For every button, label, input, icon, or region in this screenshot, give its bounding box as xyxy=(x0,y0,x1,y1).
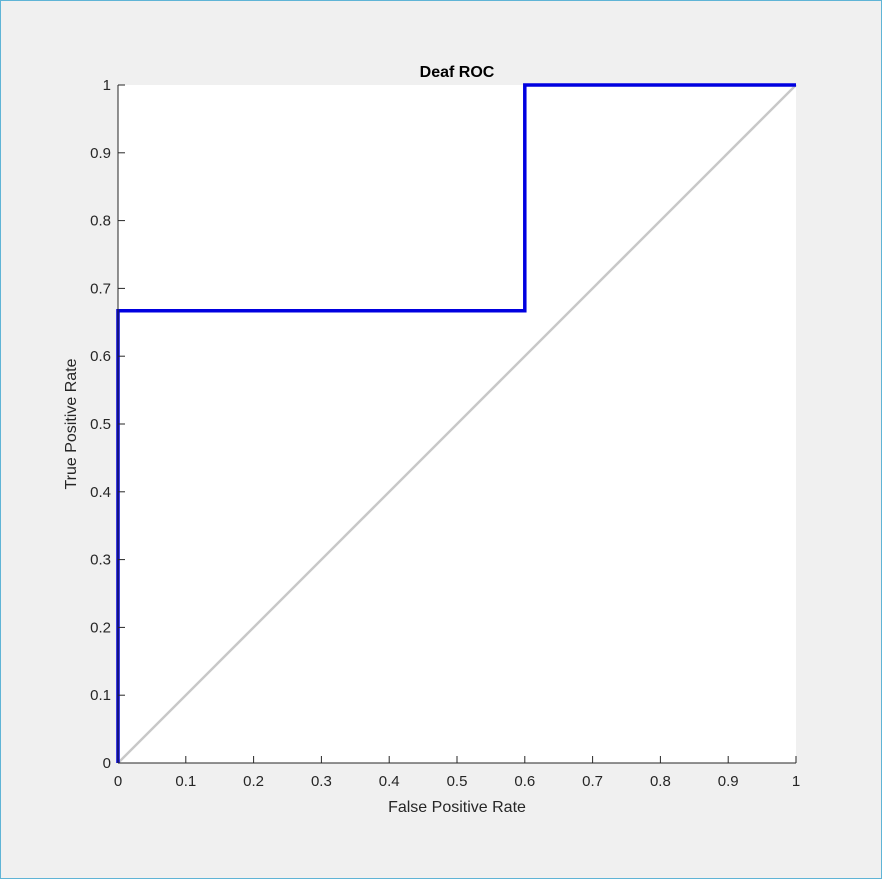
y-tick-label: 0.5 xyxy=(90,416,111,433)
x-tick-label: 0.2 xyxy=(243,773,264,790)
y-tick-label: 0.4 xyxy=(90,484,111,501)
chart-title: Deaf ROC xyxy=(420,64,495,81)
y-tick-label: 0.8 xyxy=(90,213,111,230)
x-axis-label: False Positive Rate xyxy=(388,799,526,816)
y-tick-label: 0 xyxy=(103,755,111,772)
y-ticks: 0 0.1 0.2 0.3 0.4 0.5 0.6 0.7 0.8 0.9 1 xyxy=(90,77,125,772)
y-tick-label: 0.9 xyxy=(90,145,111,162)
y-axis-label: True Positive Rate xyxy=(63,358,80,489)
x-tick-label: 0.3 xyxy=(311,773,332,790)
x-tick-label: 0.7 xyxy=(582,773,603,790)
x-tick-label: 0.1 xyxy=(175,773,196,790)
x-tick-label: 1 xyxy=(792,773,800,790)
y-tick-label: 1 xyxy=(103,77,111,94)
x-tick-label: 0 xyxy=(114,773,122,790)
x-tick-label: 0.9 xyxy=(718,773,739,790)
y-tick-label: 0.1 xyxy=(90,687,111,704)
y-tick-label: 0.3 xyxy=(90,552,111,569)
chance-diagonal-line xyxy=(117,84,797,764)
x-tick-label: 0.4 xyxy=(379,773,400,790)
reference-line-layer xyxy=(117,84,797,764)
y-tick-label: 0.6 xyxy=(90,348,111,365)
y-tick-label: 0.7 xyxy=(90,280,111,297)
y-tick-label: 0.2 xyxy=(90,619,111,636)
x-ticks: 0 0.1 0.2 0.3 0.4 0.5 0.6 0.7 0.8 0.9 1 xyxy=(114,756,800,790)
x-tick-label: 0.5 xyxy=(447,773,468,790)
x-tick-label: 0.8 xyxy=(650,773,671,790)
x-tick-label: 0.6 xyxy=(514,773,535,790)
